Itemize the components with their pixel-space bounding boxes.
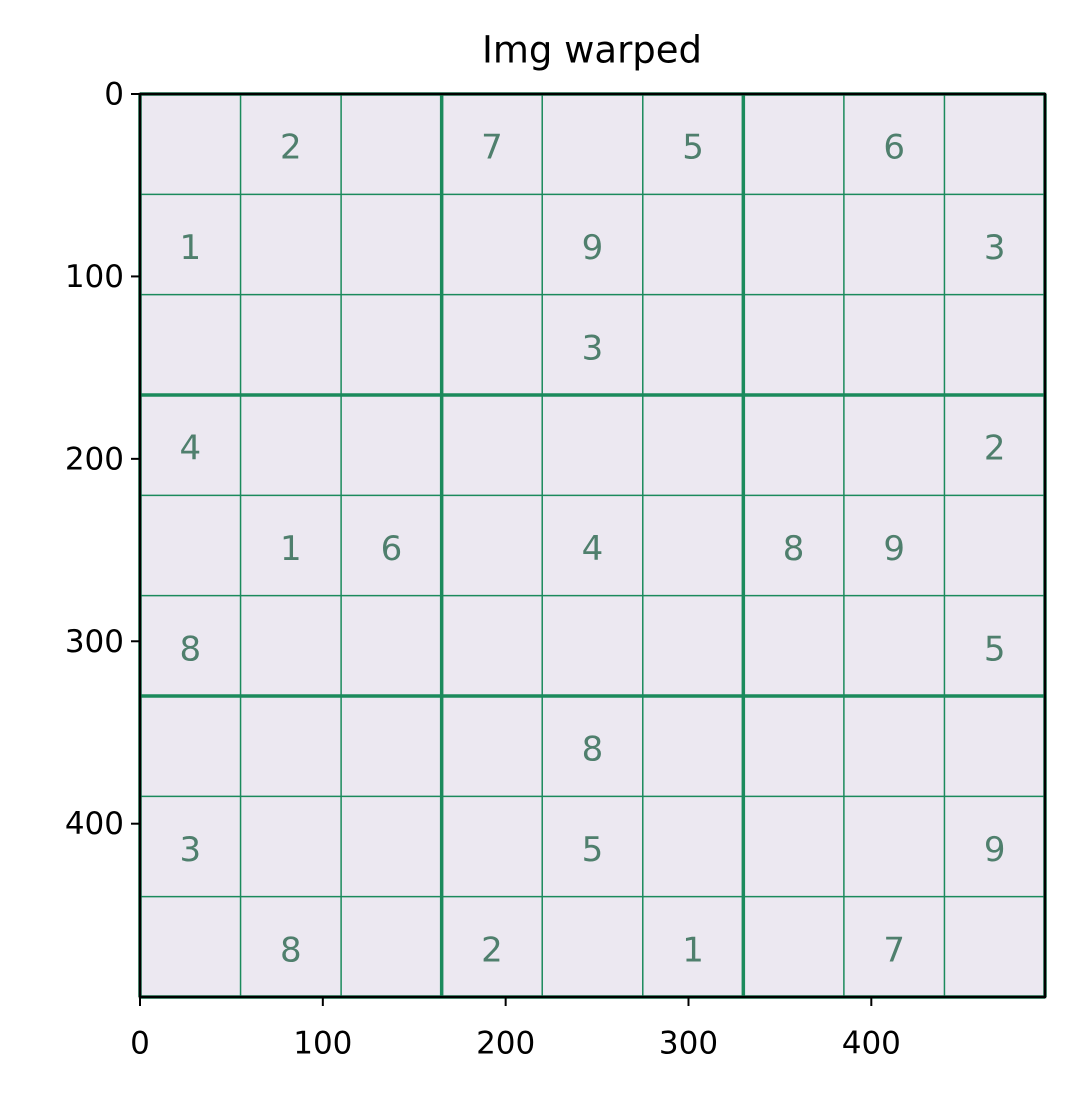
digit: 7 (481, 128, 503, 168)
digit: 6 (883, 128, 905, 168)
x-tick-label: 400 (842, 1026, 901, 1062)
digit: 8 (582, 730, 604, 770)
digit: 1 (179, 228, 201, 268)
x-tick-label: 0 (130, 1026, 150, 1062)
image-background (140, 94, 1045, 997)
digit: 9 (582, 228, 604, 268)
digit: 3 (179, 830, 201, 870)
y-tick-label: 0 (104, 77, 124, 113)
digit: 4 (582, 529, 604, 569)
digit: 1 (682, 930, 704, 970)
digit: 6 (381, 529, 403, 569)
y-tick-label: 200 (65, 441, 124, 477)
y-tick-label: 300 (65, 624, 124, 660)
digit: 2 (984, 429, 1006, 469)
digit: 8 (280, 930, 302, 970)
chart-title: Img warped (482, 29, 702, 72)
x-tick-label: 300 (659, 1026, 718, 1062)
digit: 3 (984, 228, 1006, 268)
digit: 2 (481, 930, 503, 970)
digit: 8 (783, 529, 805, 569)
x-tick-label: 200 (476, 1026, 535, 1062)
x-tick-label: 100 (293, 1026, 352, 1062)
digit: 9 (883, 529, 905, 569)
digit: 4 (179, 429, 201, 469)
y-tick-label: 100 (65, 259, 124, 295)
digit: 3 (582, 328, 604, 368)
digit: 5 (984, 629, 1006, 669)
digit: 5 (582, 830, 604, 870)
digit: 1 (280, 529, 302, 569)
digit: 8 (179, 629, 201, 669)
digit: 2 (280, 128, 302, 168)
digit: 7 (883, 930, 905, 970)
y-tick-label: 400 (65, 806, 124, 842)
digit: 9 (984, 830, 1006, 870)
digit: 5 (682, 128, 704, 168)
axes-frame (138, 92, 1047, 999)
